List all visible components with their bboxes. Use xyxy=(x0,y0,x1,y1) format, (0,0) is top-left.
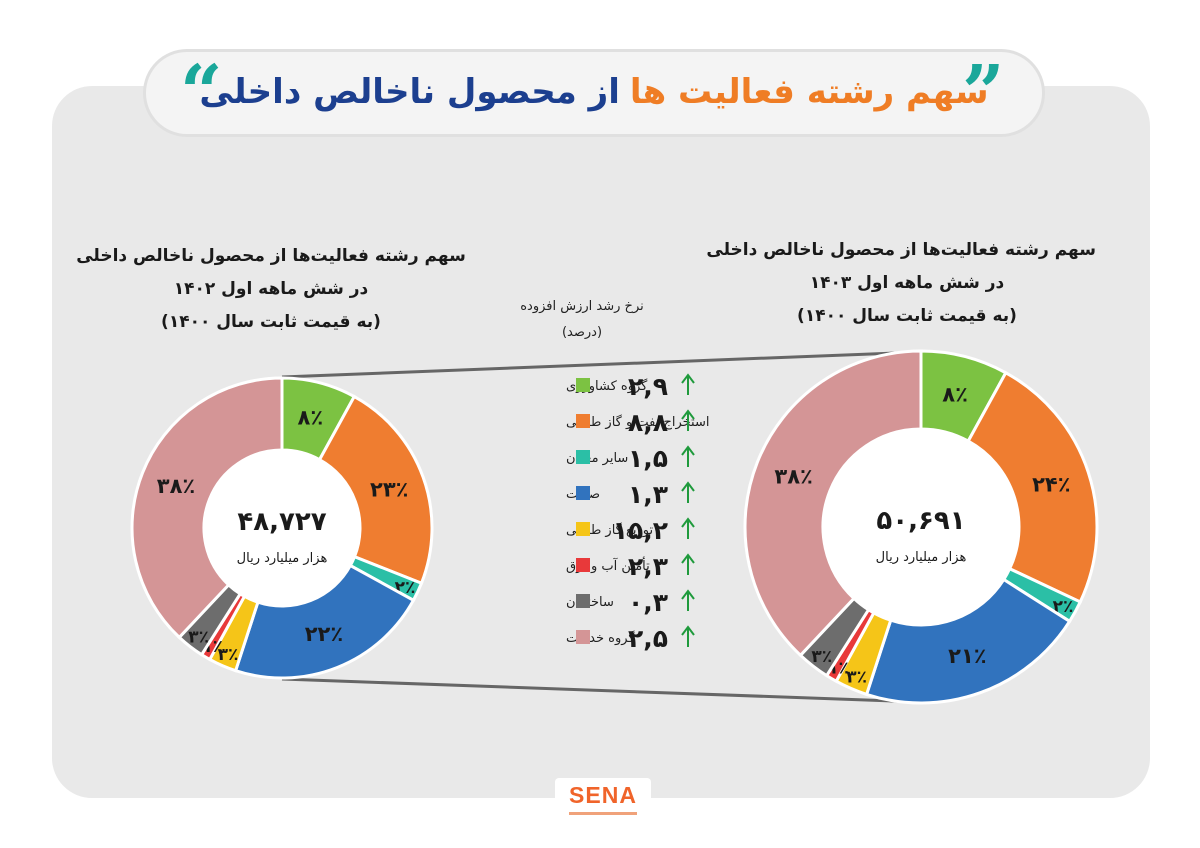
left-donut-slice-7 xyxy=(130,376,284,640)
left-chart-caption: سهم رشته فعالیت‌ها از محصول ناخالص داخلی… xyxy=(72,240,470,339)
growth-row-arrowhead-icon-6 xyxy=(681,589,695,600)
left-donut-slice-label-3: ۲۲٪ xyxy=(305,622,343,646)
growth-row-swatch-2 xyxy=(576,450,590,464)
title-banner xyxy=(146,52,1042,134)
sena-logo: SENA xyxy=(555,778,651,824)
title-part-2: از محصول ناخالص داخلی xyxy=(199,72,620,112)
right-donut-center-disc xyxy=(824,430,1018,624)
connector-line-top xyxy=(281,350,922,379)
growth-row-swatch-0 xyxy=(576,378,590,392)
page-title: سهم رشته فعالیت ها از محصول ناخالص داخلی xyxy=(146,60,1042,124)
right-donut-slice-1 xyxy=(966,370,1099,604)
growth-row-swatch-7 xyxy=(576,630,590,644)
growth-row-swatch-4 xyxy=(576,522,590,536)
left-donut-slice-label-4: ۳٪ xyxy=(218,645,239,665)
left-donut-slice-label-1: ۲۳٪ xyxy=(370,477,408,501)
right-donut-slice-label-7: ۳۸٪ xyxy=(774,465,812,489)
logo-text: SENA xyxy=(569,782,637,808)
growth-table-header: نرخ رشد ارزش افزوده (درصد) xyxy=(492,294,672,346)
left-donut-center-value: ۴۸,۷۲۷ xyxy=(237,507,326,537)
growth-header-line-2: (درصد) xyxy=(561,325,603,340)
growth-row-swatch-5 xyxy=(576,558,590,572)
growth-row-arrowhead-icon-5 xyxy=(681,553,695,564)
quote-open-icon: ” xyxy=(962,50,1005,136)
left-caption-line-1: سهم رشته فعالیت‌ها از محصول ناخالص داخلی xyxy=(76,246,466,266)
growth-row-value-2: ۱,۵ xyxy=(628,444,668,473)
left-donut-slice-3 xyxy=(233,563,416,680)
connector-line-bottom xyxy=(281,677,922,704)
growth-row-value-7: ۲,۵ xyxy=(628,624,668,653)
left-donut-center-disc xyxy=(205,451,359,605)
growth-row-arrowhead-icon-2 xyxy=(681,445,695,456)
growth-row-arrowhead-icon-1 xyxy=(681,409,695,420)
right-donut-slice-3 xyxy=(864,577,1072,705)
growth-row-value-1: ۸,۸ xyxy=(628,408,668,437)
right-donut-slice-label-6: ۳٪ xyxy=(811,647,832,667)
left-caption-line-2: در شش ماهه اول ۱۴۰۲ xyxy=(173,279,369,299)
growth-row-value-4: ۱۵,۲ xyxy=(613,516,668,545)
right-donut-slice-label-3: ۲۱٪ xyxy=(948,644,986,668)
title-part-1: سهم رشته فعالیت ها xyxy=(629,72,989,112)
left-donut-slice-label-0: ۸٪ xyxy=(298,406,324,430)
growth-row-arrowhead-icon-7 xyxy=(681,625,695,636)
left-donut-slice-1 xyxy=(317,394,434,586)
left-donut-slice-label-6: ۳٪ xyxy=(188,627,209,647)
growth-header-line-1: نرخ رشد ارزش افزوده xyxy=(520,299,644,314)
growth-row-label-2: سایر معادن xyxy=(566,451,628,466)
growth-row-swatch-1 xyxy=(576,414,590,428)
growth-row-arrowhead-icon-3 xyxy=(681,481,695,492)
right-donut-slice-label-1: ۲۴٪ xyxy=(1032,473,1070,497)
left-donut-slice-label-7: ۳۸٪ xyxy=(157,474,195,498)
growth-row-arrowhead-icon-0 xyxy=(681,373,695,384)
logo-underline xyxy=(569,812,637,815)
left-caption-line-3: (به قیمت ثابت سال ۱۴۰۰) xyxy=(161,312,381,332)
right-donut-slice-label-0: ۸٪ xyxy=(942,382,968,406)
right-caption-line-3: (به قیمت ثابت سال ۱۴۰۰) xyxy=(797,306,1017,326)
growth-row-swatch-6 xyxy=(576,594,590,608)
growth-row-swatch-3 xyxy=(576,486,590,500)
right-donut-center-value: ۵۰,۶۹۱ xyxy=(876,506,965,536)
right-donut-center-unit: هزار میلیارد ریال xyxy=(876,550,967,565)
quote-close-icon: “ xyxy=(180,50,223,136)
growth-row-value-0: ۲,۹ xyxy=(628,372,668,401)
growth-row-value-6: ۰,۳ xyxy=(628,588,668,617)
right-chart-caption: سهم رشته فعالیت‌ها از محصول ناخالص داخلی… xyxy=(706,234,1096,333)
right-donut-slice-label-4: ۳٪ xyxy=(846,668,867,688)
left-donut-center-unit: هزار میلیارد ریال xyxy=(237,551,328,566)
growth-row-label-1: استخراج نفت و گاز طبیعی xyxy=(566,414,710,430)
right-caption-line-1: سهم رشته فعالیت‌ها از محصول ناخالص داخلی xyxy=(706,240,1096,260)
growth-row-value-5: ۲,۳ xyxy=(628,552,668,581)
right-donut-slice-7 xyxy=(743,349,923,658)
right-caption-line-2: در شش ماهه اول ۱۴۰۳ xyxy=(809,273,1005,293)
growth-row-value-3: ۱,۳ xyxy=(628,480,668,509)
growth-row-arrowhead-icon-4 xyxy=(681,517,695,528)
